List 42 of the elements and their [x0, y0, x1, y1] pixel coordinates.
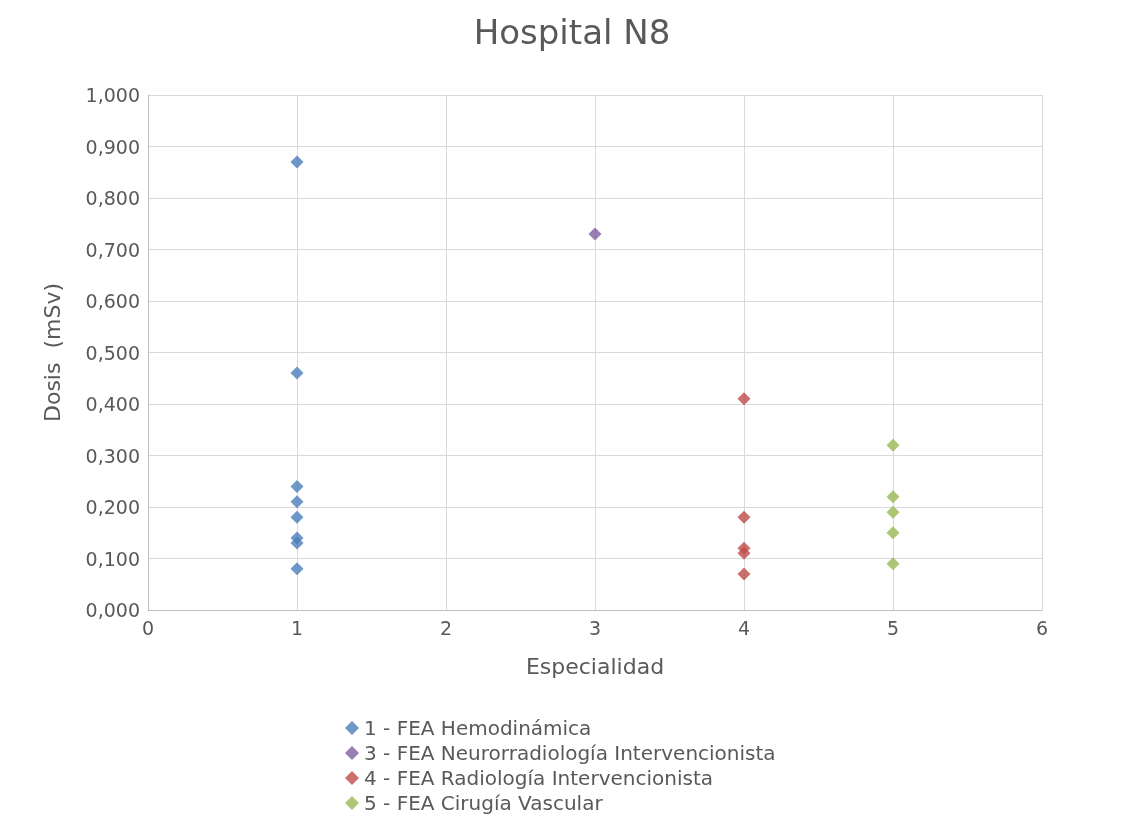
point [290, 510, 304, 524]
y-tick-label: 0,300 [85, 444, 140, 467]
legend-label: 1 - FEA Hemodinámica [364, 716, 592, 740]
point [290, 366, 304, 380]
point [290, 562, 304, 576]
point [886, 490, 900, 504]
legend-label: 5 - FEA Cirugía Vascular [364, 791, 604, 815]
point [886, 505, 900, 519]
x-tick-label: 3 [588, 616, 602, 639]
point [290, 536, 304, 550]
x-tick-label: 2 [439, 616, 453, 639]
legend-label: 3 - FEA Neurorradiología Intervencionista [364, 741, 776, 765]
point [737, 392, 751, 406]
point [290, 479, 304, 493]
y-tick-label: 0,500 [85, 341, 140, 364]
x-tick-label: 6 [1035, 616, 1049, 639]
y-tick-label: 0,900 [85, 135, 140, 158]
point [290, 155, 304, 169]
y-tick-label: 1,000 [85, 84, 140, 106]
x-tick-label: 0 [141, 616, 155, 639]
x-tick-label: 4 [737, 616, 751, 639]
point [737, 510, 751, 524]
y-tick-label: 0,800 [85, 187, 140, 209]
point [886, 438, 900, 452]
point [588, 227, 602, 241]
y-tick-label: 0,200 [85, 496, 140, 518]
x-axis-title: Especialidad [525, 653, 665, 679]
y-tick-label: 0,600 [85, 290, 140, 312]
point [886, 557, 900, 571]
y-tick-label: 0,700 [85, 238, 140, 261]
x-tick-label: 5 [886, 616, 900, 639]
point [737, 546, 751, 560]
x-tick-label: 1 [290, 616, 304, 639]
chart-title: Hospital N8 [473, 12, 671, 52]
y-tick-label: 0,400 [85, 393, 140, 415]
y-tick-label: 0,000 [85, 599, 140, 621]
y-axis-title: Dosis (mSv) [39, 282, 65, 423]
point [737, 567, 751, 581]
point [290, 495, 304, 509]
legend-label: 4 - FEA Radiología Intervencionista [364, 766, 713, 790]
y-tick-label: 0,100 [85, 547, 140, 570]
point [886, 526, 900, 540]
